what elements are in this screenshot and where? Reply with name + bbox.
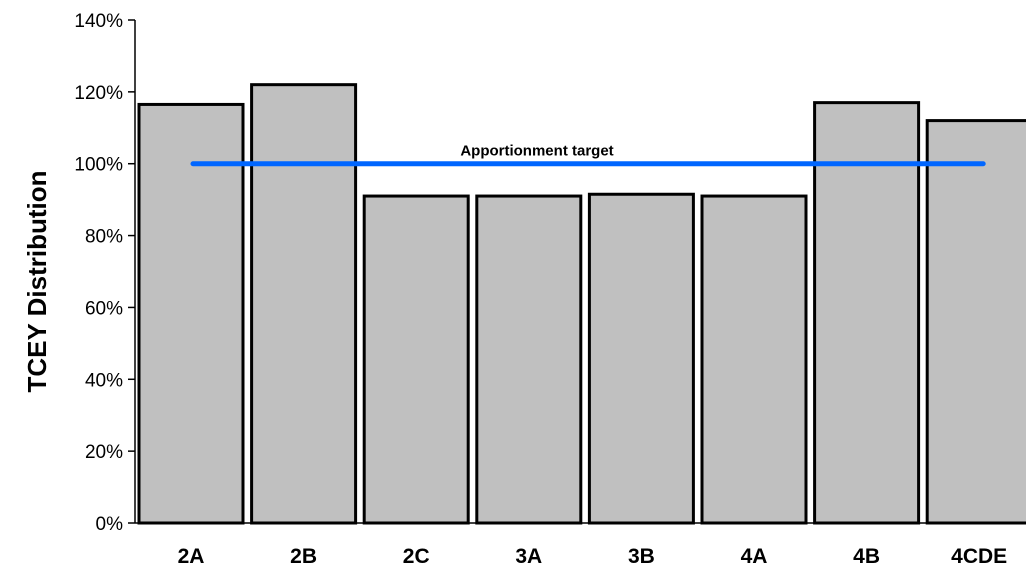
apportionment-target-label: Apportionment target xyxy=(460,143,613,160)
y-tick-label: 40% xyxy=(85,370,123,391)
x-axis-ticks: 2A 2B 2C 3A 3B 4A 4B 4CDE xyxy=(178,545,1008,568)
bar-4cde xyxy=(925,119,1026,525)
bar-3b xyxy=(587,192,695,525)
bar-4b xyxy=(813,101,921,525)
x-tick-label: 3A xyxy=(515,545,542,568)
x-tick-label: 4A xyxy=(741,545,768,568)
x-tick-label: 4CDE xyxy=(951,545,1007,568)
bar-2b xyxy=(250,83,358,525)
x-tick-label: 2B xyxy=(290,545,317,568)
y-tick-label: 140% xyxy=(74,11,123,32)
x-tick-label: 3B xyxy=(628,545,655,568)
bar-2c xyxy=(362,194,470,525)
bar-3a xyxy=(475,194,583,525)
y-tick-label: 60% xyxy=(85,298,123,319)
x-tick-label: 4B xyxy=(853,545,880,568)
y-tick-label: 0% xyxy=(96,514,124,535)
bars xyxy=(137,83,1026,525)
y-axis-label: TCEY Distribution xyxy=(22,171,52,393)
y-tick-label: 120% xyxy=(74,83,123,104)
bar-2a xyxy=(137,102,245,525)
y-tick-label: 20% xyxy=(85,442,123,463)
bar-4a xyxy=(700,194,808,525)
x-tick-label: 2C xyxy=(403,545,430,568)
y-axis-ticks: 0% 20% 40% 60% 80% 100% 120% 140% xyxy=(74,11,135,535)
y-tick-label: 100% xyxy=(74,155,123,176)
y-tick-label: 80% xyxy=(85,227,123,248)
x-tick-label: 2A xyxy=(178,545,205,568)
